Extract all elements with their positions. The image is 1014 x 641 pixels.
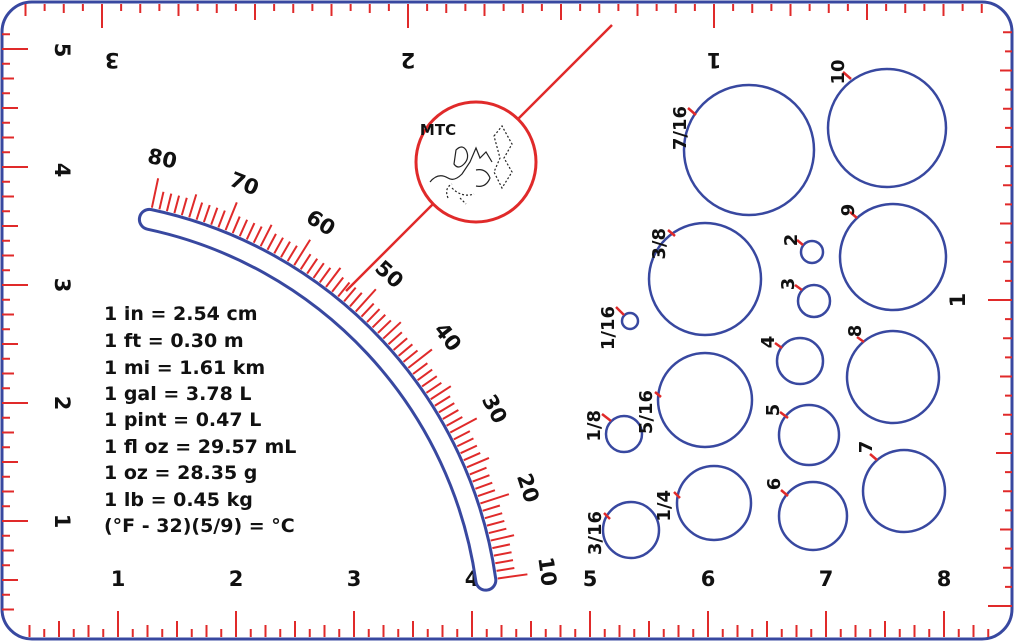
conversion-item: 1 pint = 0.47 L <box>104 409 261 431</box>
bottom-ruler-label: 3 <box>347 567 362 591</box>
top-ruler-label: 2 <box>401 48 416 72</box>
conversion-item: (°F - 32)(5/9) = °C <box>104 515 295 537</box>
conversion-item: 1 fl oz = 29.57 mL <box>104 436 296 458</box>
left-ruler-label: 3 <box>50 278 74 293</box>
top-ruler-label: 1 <box>707 48 722 72</box>
logo: MTC <box>416 102 536 222</box>
conversion-item: 1 mi = 1.61 km <box>104 357 265 379</box>
hole-1-4 <box>677 466 751 540</box>
hole-6 <box>779 482 847 550</box>
hole-label: 1/16 <box>598 306 619 350</box>
hole-label: 3/8 <box>649 228 670 260</box>
hole-label: 5/16 <box>636 390 657 434</box>
hole-label: 1/8 <box>584 410 605 442</box>
left-ruler-label: 2 <box>50 396 74 411</box>
logo-ring <box>416 102 536 222</box>
bottom-ruler-label: 6 <box>701 567 716 591</box>
hole-1-16 <box>622 313 638 329</box>
bottom-ruler-label: 1 <box>111 567 126 591</box>
hole-label: 7 <box>856 441 877 454</box>
hole-3 <box>798 285 830 317</box>
hole-label: 6 <box>764 478 785 491</box>
hole-10 <box>828 69 946 187</box>
bottom-ruler-label: 8 <box>937 567 952 591</box>
hole-4 <box>777 338 823 384</box>
hole-8 <box>847 331 939 423</box>
hole-5 <box>779 405 839 465</box>
left-ruler-label: 1 <box>50 514 74 529</box>
bottom-ruler-label: 7 <box>819 567 834 591</box>
bottom-ruler-label: 5 <box>583 567 598 591</box>
hole-label: 8 <box>845 325 866 338</box>
conversion-item: 1 in = 2.54 cm <box>104 303 258 325</box>
hole-7-16 <box>684 85 814 215</box>
conversion-item: 1 gal = 3.78 L <box>104 383 252 405</box>
hole-label: 3 <box>778 278 799 291</box>
hole-2 <box>801 241 823 263</box>
hole-label: 3/16 <box>585 511 606 555</box>
hole-label: 7/16 <box>670 106 691 150</box>
hole-label: 4 <box>758 336 779 349</box>
conversion-item: 1 oz = 28.35 g <box>104 462 257 484</box>
hole-label: 10 <box>828 59 849 84</box>
logo-label: MTC <box>420 121 456 139</box>
hole-label: 9 <box>838 204 859 217</box>
angle-gauge-label: 10 <box>533 555 561 587</box>
conversion-item: 1 ft = 0.30 m <box>104 330 244 352</box>
conversion-item: 1 lb = 0.45 kg <box>104 489 253 511</box>
hole-label: 5 <box>763 404 784 417</box>
bottom-ruler-label: 2 <box>229 567 244 591</box>
left-ruler-label: 4 <box>50 163 74 178</box>
left-ruler-label: 5 <box>50 43 74 58</box>
hole-5-16 <box>658 353 752 447</box>
top-ruler-label: 3 <box>105 48 120 72</box>
hole-label: 2 <box>781 234 802 247</box>
hole-7 <box>863 450 945 532</box>
hole-3-16 <box>603 502 659 558</box>
hole-label: 1/4 <box>654 490 675 522</box>
right-ruler-label: 1 <box>946 293 970 308</box>
hole-9 <box>840 204 946 310</box>
